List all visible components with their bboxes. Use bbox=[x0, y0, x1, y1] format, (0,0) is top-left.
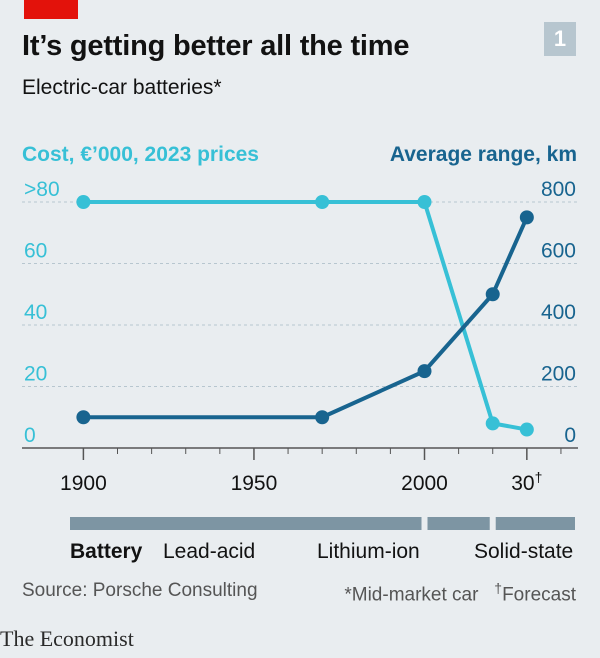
left-axis-title: Cost, €’000, 2023 prices bbox=[22, 143, 259, 166]
cost-data-point bbox=[315, 195, 330, 209]
forecast-footnote-mark: † bbox=[494, 580, 503, 596]
range-data-point bbox=[417, 364, 432, 379]
right-axis-tick-label: 600 bbox=[541, 240, 576, 263]
left-axis-tick-label: >80 bbox=[24, 178, 60, 201]
x-axis-tick-label: 1950 bbox=[231, 472, 278, 495]
era-bar bbox=[70, 517, 422, 530]
cost-data-point bbox=[519, 422, 534, 437]
cost-data-point bbox=[417, 195, 432, 209]
left-axis-tick-label: 40 bbox=[24, 301, 47, 324]
chart-number-badge: 1 bbox=[544, 22, 576, 56]
chart-subtitle: Electric-car batteries* bbox=[22, 76, 222, 99]
era-label: Solid-state bbox=[474, 540, 573, 563]
gridlines bbox=[22, 201, 578, 449]
chart-title: It’s getting better all the time bbox=[22, 30, 410, 62]
brand-red-tag bbox=[24, 0, 78, 19]
series-lines bbox=[76, 195, 534, 437]
x-axis-tick-label: 2000 bbox=[401, 472, 448, 495]
era-label: Lead-acid bbox=[163, 540, 255, 563]
forecast-footnote: Forecast bbox=[502, 584, 576, 606]
range-data-point bbox=[519, 210, 534, 225]
era-bar bbox=[427, 517, 490, 530]
battery-eras: Battery Lead-acid Lithium-ion Solid-state bbox=[70, 517, 575, 563]
x-axis-tick-label: 30† bbox=[511, 469, 542, 495]
era-label: Lithium-ion bbox=[317, 540, 420, 563]
left-axis-tick-label: 0 bbox=[24, 424, 36, 447]
source-note: Source: Porsche Consulting bbox=[22, 580, 258, 601]
axis-ticks: 0 20 40 60 >80 0 200 400 600 800 1900 1950 2000 30† bbox=[24, 178, 576, 495]
forecast-mark: † bbox=[535, 469, 543, 485]
range-data-point bbox=[315, 410, 330, 425]
era-bar bbox=[495, 517, 575, 530]
cost-data-point bbox=[76, 195, 91, 209]
mid-market-footnote: *Mid-market car bbox=[344, 584, 479, 606]
cost-series-line bbox=[83, 200, 528, 432]
economist-logo-text: The Economist bbox=[0, 626, 134, 651]
right-axis-tick-label: 800 bbox=[541, 178, 576, 201]
footnotes: *Mid-market car †Forecast bbox=[344, 580, 576, 606]
right-axis-tick-label: 400 bbox=[541, 301, 576, 324]
range-data-point bbox=[485, 287, 500, 302]
left-axis-tick-label: 60 bbox=[24, 240, 47, 263]
right-axis-tick-label: 0 bbox=[564, 424, 576, 447]
era-heading: Battery bbox=[70, 540, 143, 563]
battery-chart: Cost, €’000, 2023 prices Average range, … bbox=[22, 143, 578, 563]
left-axis-tick-label: 20 bbox=[24, 363, 47, 386]
x-axis-tick-label: 1900 bbox=[60, 472, 107, 495]
right-axis-title: Average range, km bbox=[390, 143, 577, 166]
right-axis-tick-label: 200 bbox=[541, 363, 576, 386]
cost-data-point bbox=[485, 416, 500, 431]
range-data-point bbox=[76, 410, 91, 425]
